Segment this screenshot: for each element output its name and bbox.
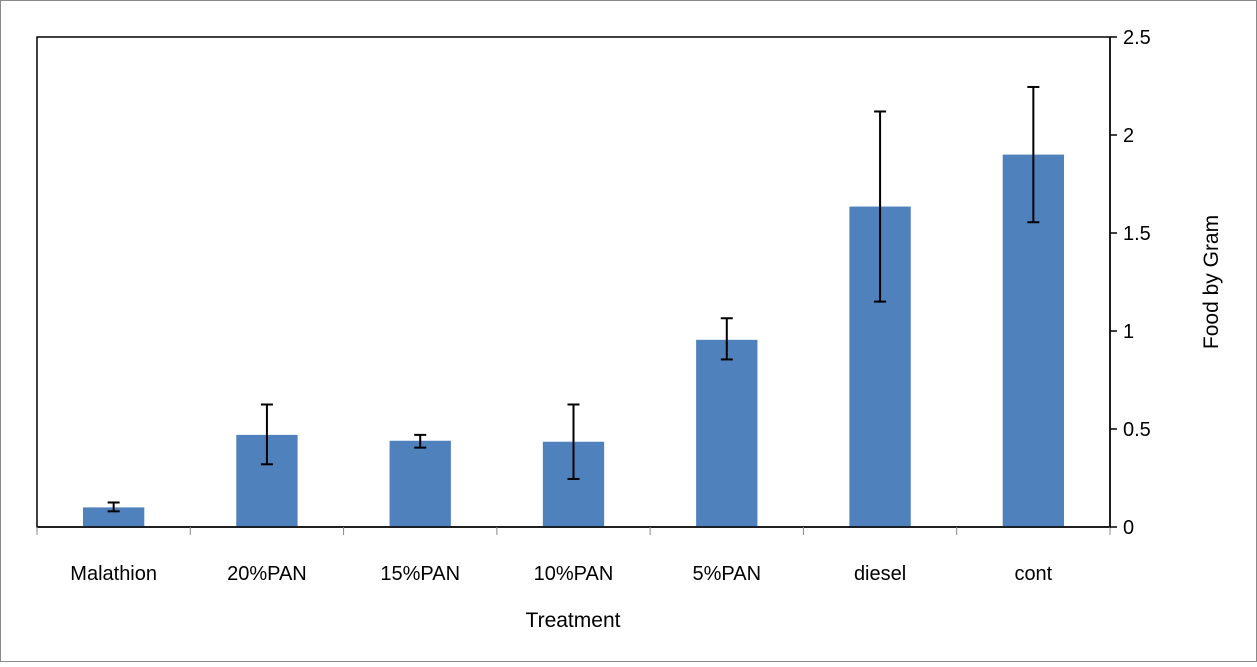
bar	[82, 507, 145, 527]
bar	[389, 440, 451, 527]
x-tick-label: diesel	[854, 563, 906, 585]
x-axis-title: Treatment	[526, 609, 621, 632]
y-tick-label: 1	[1123, 321, 1134, 343]
x-tick-label: 20%PAN	[227, 563, 307, 585]
y-tick-label: 0.5	[1123, 419, 1151, 441]
y-tick-label: 1.5	[1123, 223, 1151, 245]
y-tick-label: 2.5	[1123, 27, 1151, 49]
y-axis-title: Food by Gram	[1200, 215, 1223, 349]
x-tick-label: cont	[1014, 563, 1052, 585]
bars-layer	[82, 154, 1065, 528]
error-bars-layer	[107, 85, 1040, 513]
y-tick-label: 2	[1123, 125, 1134, 147]
x-tick-label: 5%PAN	[693, 563, 762, 585]
x-tick-label: 10%PAN	[534, 563, 614, 585]
axes-layer: Malathion 20%PAN 15%PAN 10%PAN 5%PAN diesel co…	[36, 27, 1151, 585]
bar	[696, 339, 758, 527]
x-tick-label: 15%PAN	[380, 563, 460, 585]
x-tick-label: Malathion	[70, 563, 157, 585]
y-tick-label: 0	[1123, 517, 1134, 539]
